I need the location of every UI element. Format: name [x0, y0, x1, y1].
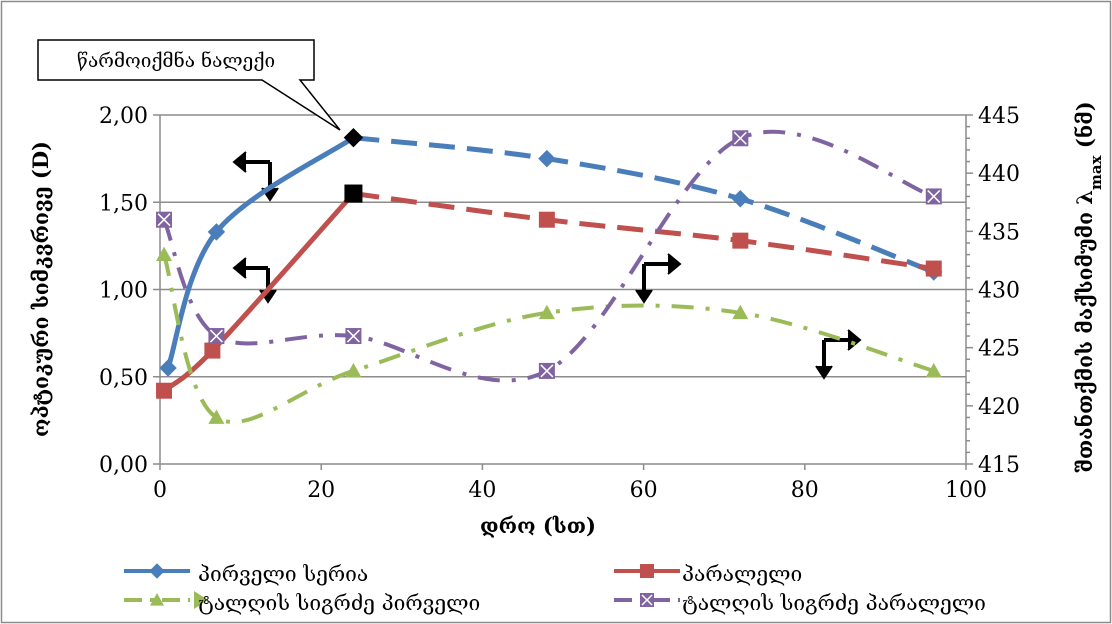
- y2-axis-title-sub: max: [1087, 154, 1105, 190]
- data-point: [207, 223, 226, 241]
- y2-tick-label: 430: [978, 279, 1020, 304]
- data-point: [731, 190, 750, 208]
- y2-axis-title-unit: (ნმ): [1072, 101, 1097, 155]
- series-line-solid: [161, 191, 356, 394]
- y2-tick-label: 420: [978, 395, 1020, 420]
- marker-cross: [346, 329, 360, 343]
- data-point: [156, 382, 173, 399]
- highlight-point: [344, 184, 363, 203]
- series-3: [156, 246, 942, 424]
- axes: 0,00 0,50 1,00 1,50 2,00 415 420 425 430 435 440 44…: [99, 104, 1020, 503]
- y2-tick-label: 440: [978, 162, 1020, 187]
- marker-cross: [641, 594, 653, 606]
- x-tick-label: 100: [945, 478, 987, 503]
- legend: პირველი სერია პარალელი ტალღის სიგრძე პირვე…: [124, 562, 986, 615]
- data-point: [925, 188, 942, 205]
- legend-marker: [150, 593, 164, 606]
- data-point: [732, 232, 749, 249]
- data-point: [208, 409, 225, 424]
- data-point: [159, 359, 177, 377]
- y-tick-label: 1,00: [99, 279, 148, 304]
- series-line: [162, 130, 935, 383]
- marker-cross: [209, 329, 223, 343]
- left-axis-arrow-icon: [232, 151, 279, 202]
- legend-marker: [640, 564, 654, 578]
- legend-item-2: პარალელი: [614, 562, 802, 586]
- y-tick-label: 0,50: [99, 366, 148, 391]
- y2-tick-label: 415: [978, 453, 1020, 478]
- legend-arrowhead: [194, 591, 208, 609]
- y2-axis-title-main: შთანთქმის მაქსიმუმი λ: [1072, 190, 1097, 473]
- right-axis-arrow-icon: [635, 253, 682, 304]
- legend-label: პირველი სერია: [198, 562, 368, 586]
- y-tick-label: 2,00: [99, 104, 148, 129]
- marker-cross: [157, 213, 171, 227]
- plot-area: [156, 127, 943, 424]
- data-point: [538, 149, 556, 168]
- data-point: [732, 304, 749, 320]
- arrow-indicators: [232, 151, 862, 380]
- marker-cross: [540, 364, 554, 378]
- series-line: [162, 253, 935, 424]
- data-point: [925, 260, 942, 277]
- x-tick-label: 40: [468, 478, 496, 503]
- y-axis-title: ოპტიკური სიმკვრივე (D): [28, 141, 53, 437]
- data-point: [538, 304, 555, 320]
- data-point: [925, 362, 942, 378]
- y2-tick-label: 445: [978, 104, 1020, 129]
- data-point: [156, 246, 173, 261]
- legend-label: პარალელი: [682, 562, 802, 586]
- data-point: [208, 328, 225, 345]
- x-tick-label: 60: [630, 478, 658, 503]
- x-axis-title: დრო (სთ): [480, 513, 596, 538]
- legend-label: ტალღის სიგრძე პარალელი: [682, 591, 986, 615]
- legend-label: ტალღის სიგრძე პირველი: [198, 591, 480, 615]
- highlight-point: [343, 127, 364, 148]
- x-tick-label: 80: [791, 478, 819, 503]
- legend-marker: [640, 593, 654, 607]
- series-line-dashed: [353, 191, 935, 272]
- y2-tick-label: 435: [978, 220, 1020, 245]
- y2-axis-title: შთანთქმის მაქსიმუმი λmax (ნმ): [1072, 101, 1105, 472]
- series-4: [156, 130, 942, 383]
- data-point: [538, 211, 555, 228]
- data-point: [156, 211, 173, 228]
- callout-text: წარმოიქმნა ნალექი: [77, 50, 275, 72]
- x-tick-label: 0: [153, 478, 167, 503]
- legend-item-4: ტალღის სიგრძე პარალელი: [614, 591, 986, 615]
- y-tick-label: 0,00: [99, 453, 148, 478]
- x-tick-label: 20: [307, 478, 335, 503]
- data-point: [204, 342, 221, 359]
- marker-cross: [927, 189, 941, 203]
- data-point: [732, 130, 749, 147]
- legend-item-3: ტალღის სიგრძე პირველი: [124, 591, 480, 615]
- data-point: [345, 328, 362, 345]
- data-point: [345, 362, 362, 378]
- callout: წარმოიქმნა ნალექი: [37, 39, 341, 131]
- right-axis-arrow-icon: [815, 329, 862, 380]
- gridlines: [160, 114, 966, 378]
- legend-marker: [149, 563, 165, 579]
- legend-item-1: პირველი სერია: [124, 562, 368, 586]
- y-tick-label: 1,50: [99, 191, 148, 216]
- data-point: [538, 362, 555, 379]
- series-line-dashed: [353, 135, 935, 275]
- y2-tick-label: 425: [978, 337, 1020, 362]
- marker-cross: [733, 131, 747, 145]
